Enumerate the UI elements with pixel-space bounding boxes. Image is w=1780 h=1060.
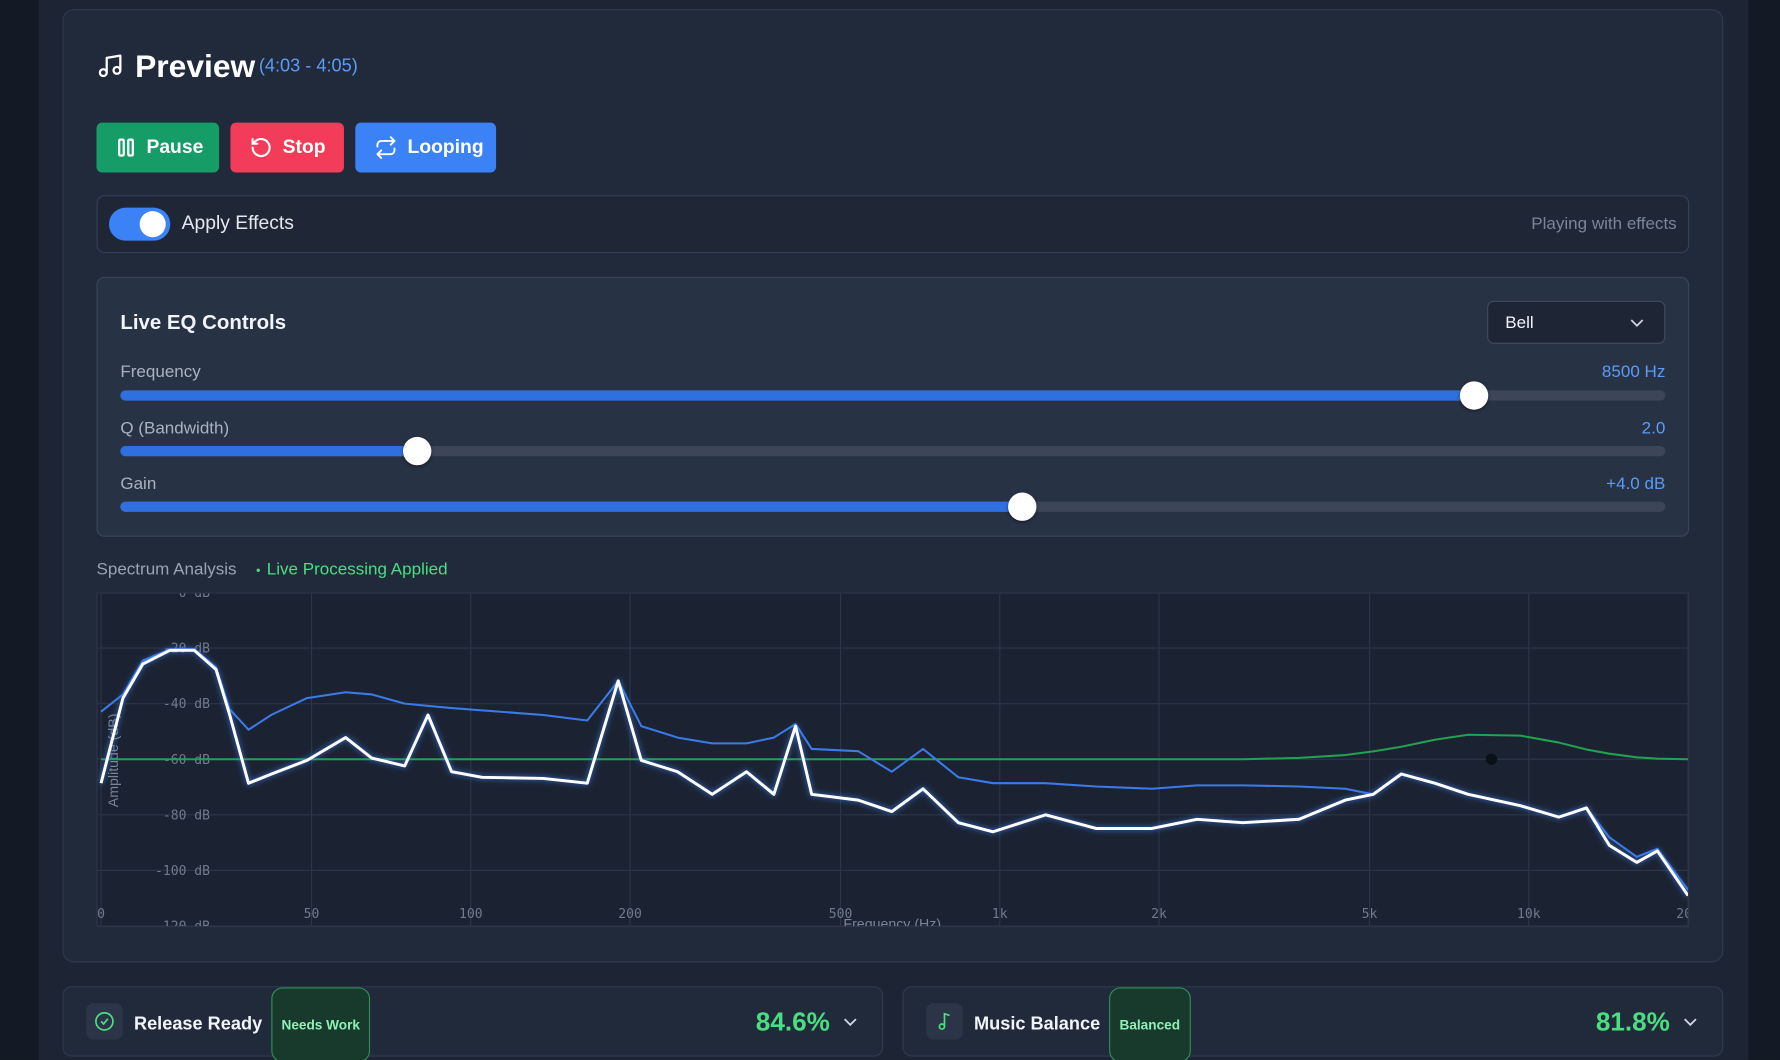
eq-node xyxy=(1485,753,1498,765)
x-tick-label: 50 xyxy=(304,907,320,922)
slider-thumb[interactable] xyxy=(403,436,432,466)
x-tick-label: 200 xyxy=(618,907,642,922)
y-tick-label: -60 dB xyxy=(163,753,210,768)
loop-button[interactable]: Looping xyxy=(355,122,497,173)
release-card[interactable]: Release Ready Needs Work 84.6% xyxy=(62,986,884,1060)
spectrum-chart: 0 dB-20 dB-40 dB-60 dB-80 dB-100 dB-120 … xyxy=(97,593,1689,927)
eq-title: Live EQ Controls xyxy=(120,310,287,334)
status-dot xyxy=(256,568,260,572)
slider-label: Gain xyxy=(120,474,157,494)
card-title-text: Music Balance xyxy=(974,1014,1101,1035)
icon-box xyxy=(86,1003,123,1040)
card-badge: Needs Work xyxy=(271,987,371,1060)
note-icon xyxy=(938,1012,950,1030)
reset-icon xyxy=(251,137,271,158)
preview-title: Preview xyxy=(135,48,256,84)
slider-label: Frequency xyxy=(120,362,201,382)
y-tick-label: -100 dB xyxy=(155,864,210,879)
x-tick-label: 20k xyxy=(1676,907,1688,922)
balance-card[interactable]: Music Balance Balanced 81.8% xyxy=(902,986,1724,1060)
slider-track[interactable] xyxy=(120,381,1666,410)
chevron xyxy=(1683,1018,1697,1027)
slider-track[interactable] xyxy=(120,492,1666,521)
button-label: Pause xyxy=(146,136,204,158)
card-title-text: Release Ready xyxy=(133,1014,263,1035)
button-label: Stop xyxy=(282,136,326,158)
filter-dropdown[interactable]: Bell xyxy=(1487,300,1666,344)
toggle-knob xyxy=(139,211,166,238)
eq-panel xyxy=(96,276,1690,537)
effects-status: Playing with effects xyxy=(1531,214,1677,234)
slider-value: 8500 Hz xyxy=(1601,362,1666,382)
spectrum-title: Spectrum Analysis xyxy=(96,559,237,579)
y-tick-label: -80 dB xyxy=(163,808,210,823)
slider-fill xyxy=(120,390,1474,401)
card-score: 84.6% xyxy=(755,1006,830,1037)
repeat-icon xyxy=(376,136,396,159)
x-tick-label: 2k xyxy=(1151,907,1167,922)
side-strip xyxy=(0,0,39,1060)
y-axis-title: Amplitude (dB) xyxy=(106,714,122,808)
stop-button[interactable]: Stop xyxy=(230,122,344,173)
chevron xyxy=(1630,319,1644,328)
effects-label: Apply Effects xyxy=(181,212,294,234)
x-tick-label: 0 xyxy=(98,907,105,922)
effects-row xyxy=(96,195,1690,254)
pause-icon xyxy=(118,138,134,157)
preview-range: (4:03 - 4:05) xyxy=(258,56,358,77)
card-title: Music Balance Balanced xyxy=(974,987,1191,1060)
slider-value: +4.0 dB xyxy=(1606,474,1666,494)
x-tick-label: 5k xyxy=(1362,907,1378,922)
x-tick-label: 100 xyxy=(459,907,483,922)
slider-track[interactable] xyxy=(120,436,1666,466)
pause-button[interactable]: Pause xyxy=(96,122,220,173)
slider-thumb[interactable] xyxy=(1007,492,1037,521)
icon-box xyxy=(926,1003,963,1040)
dropdown-value: Bell xyxy=(1505,313,1534,333)
slider-value: 2.0 xyxy=(1641,418,1666,439)
card-badge: Balanced xyxy=(1109,987,1191,1060)
x-axis-title: Frequency (Hz) xyxy=(843,916,941,926)
spectrum-line xyxy=(101,733,1689,761)
y-tick-label: -120 dB xyxy=(155,920,210,926)
slider-fill xyxy=(120,446,417,457)
spectrum-line xyxy=(100,648,1689,891)
y-tick-label: 0 dB xyxy=(179,594,211,601)
card-title: Release Ready Needs Work xyxy=(133,987,371,1060)
x-tick-label: 500 xyxy=(829,907,853,922)
chevron xyxy=(843,1018,857,1027)
slider-label: Q (Bandwidth) xyxy=(120,418,230,439)
check-icon xyxy=(95,1012,114,1031)
x-tick-label: 10k xyxy=(1517,907,1541,922)
x-tick-label: 1k xyxy=(992,907,1008,922)
y-tick-label: -40 dB xyxy=(163,697,210,712)
slider-thumb[interactable] xyxy=(1460,381,1489,410)
effects-toggle[interactable] xyxy=(108,207,171,241)
slider-fill xyxy=(120,501,1022,512)
spectrum-status: Live Processing Applied xyxy=(266,559,448,579)
music-icon xyxy=(98,54,122,78)
side-strip xyxy=(1748,0,1780,1060)
spectrum-line xyxy=(99,648,1689,897)
button-label: Looping xyxy=(407,136,484,158)
card-score: 81.8% xyxy=(1595,1006,1670,1037)
